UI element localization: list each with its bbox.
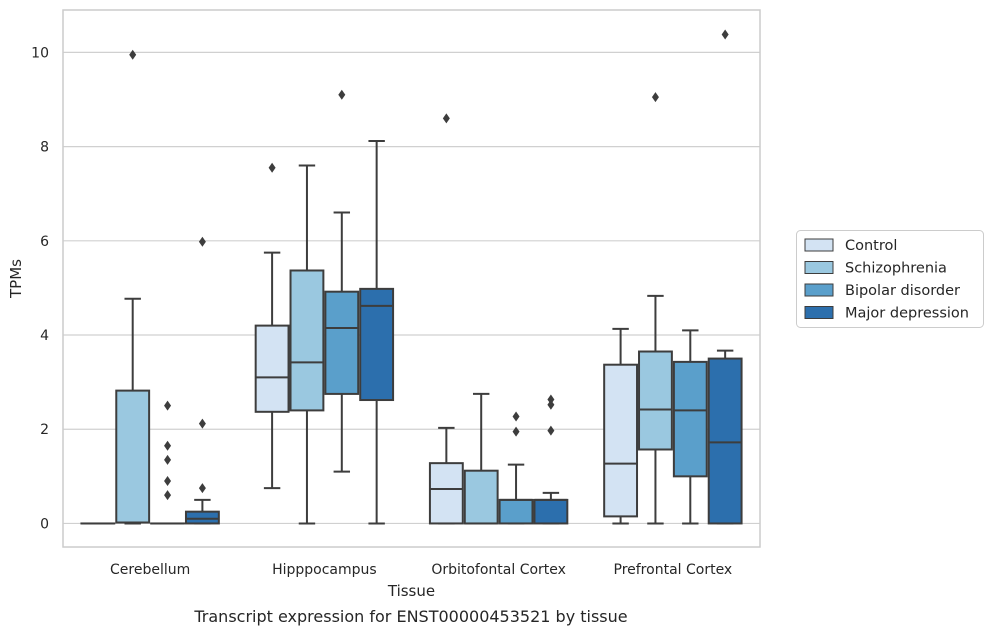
box	[707, 29, 743, 525]
box	[289, 164, 325, 525]
y-tick-label: 6	[40, 234, 49, 250]
y-axis-ticks: 0 2 4 6 8 10	[31, 45, 49, 532]
outlier-point	[512, 426, 520, 437]
box	[498, 411, 534, 525]
legend-label: Bipolar disorder	[845, 283, 960, 299]
box	[672, 329, 708, 525]
y-tick-label: 0	[40, 516, 49, 532]
box-body	[672, 360, 708, 478]
box-group	[80, 49, 220, 525]
x-axis-ticks: Cerebellum Hipppocampus Orbitofontal Corte…	[110, 562, 732, 578]
box	[603, 327, 639, 525]
box-body	[498, 498, 534, 525]
outlier-point	[164, 400, 172, 411]
box-group	[603, 29, 743, 525]
grid-lines	[63, 51, 760, 525]
outlier-point	[512, 411, 520, 422]
box	[638, 92, 673, 525]
outlier-point	[721, 29, 729, 40]
box-body	[707, 357, 743, 525]
y-tick-label: 10	[31, 45, 49, 61]
box	[150, 400, 185, 525]
box-body	[428, 462, 464, 525]
outlier-point	[164, 490, 172, 501]
y-tick-label: 4	[40, 328, 49, 344]
box-body	[638, 350, 673, 451]
box-body	[324, 290, 360, 395]
legend-swatch	[804, 306, 834, 319]
box	[428, 113, 464, 525]
legend-label: Major depression	[845, 306, 969, 322]
box-body	[603, 363, 639, 518]
chart-caption: Transcript expression for ENST0000045352…	[193, 607, 627, 626]
x-tick-label: Orbitofontal Cortex	[431, 562, 566, 578]
outlier-point	[547, 425, 555, 436]
box-body	[533, 498, 569, 525]
legend-label: Control	[845, 238, 897, 254]
plot-frame	[62, 9, 761, 548]
y-tick-label: 2	[40, 422, 49, 438]
box	[115, 49, 151, 525]
box	[463, 392, 499, 525]
x-tick-label: Hipppocampus	[272, 562, 377, 578]
y-tick-label: 8	[40, 140, 49, 156]
outlier-point	[164, 476, 172, 487]
box-body	[115, 389, 151, 524]
box	[359, 139, 395, 525]
outlier-point	[164, 454, 172, 465]
box-body	[289, 269, 325, 412]
x-axis-title: Tissue	[387, 582, 435, 600]
outlier-point	[164, 440, 172, 451]
outlier-point	[651, 92, 659, 103]
outlier-point	[198, 236, 206, 247]
legend: Control Schizophrenia Bipolar disorder Majo…	[796, 230, 984, 328]
box-body	[463, 469, 499, 525]
box-group	[254, 89, 395, 525]
box-body	[184, 510, 220, 525]
box	[324, 89, 360, 473]
y-axis-title: TPMs	[7, 259, 25, 299]
outlier-point	[268, 162, 276, 173]
legend-swatch	[804, 261, 834, 274]
outlier-point	[198, 418, 206, 429]
outlier-point	[198, 483, 206, 494]
legend-swatch	[804, 238, 834, 252]
box-body	[359, 287, 395, 402]
box	[184, 236, 220, 525]
legend-swatch	[804, 283, 834, 297]
outlier-point	[129, 49, 137, 60]
outlier-point	[547, 394, 555, 405]
outlier-point	[338, 89, 346, 100]
box-body	[254, 324, 290, 413]
x-tick-label: Prefrontal Cortex	[614, 562, 733, 578]
box	[533, 394, 569, 525]
outlier-point	[547, 399, 555, 410]
legend-label: Schizophrenia	[845, 261, 947, 277]
outlier-point	[442, 113, 450, 124]
box-group	[428, 113, 569, 525]
x-tick-label: Cerebellum	[110, 562, 190, 578]
box-plot-groups	[80, 29, 743, 525]
legend-box	[796, 230, 984, 328]
box	[254, 162, 290, 490]
